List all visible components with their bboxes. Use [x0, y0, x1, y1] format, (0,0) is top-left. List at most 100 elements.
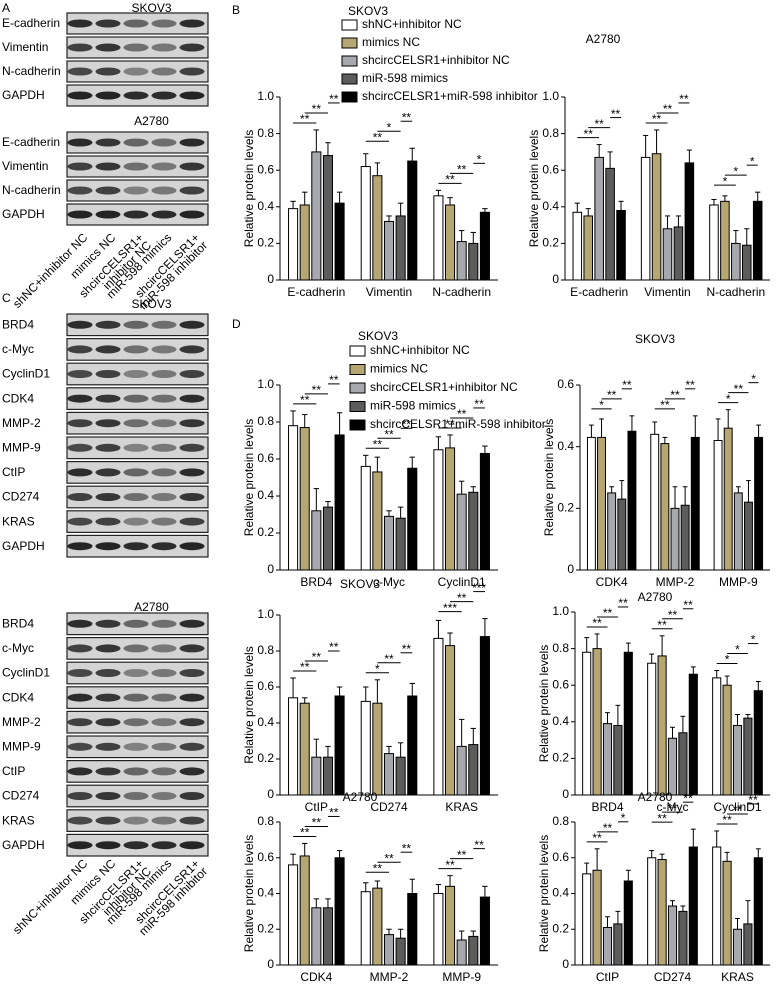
bar	[360, 700, 371, 796]
bar	[712, 846, 722, 966]
x-tick-label: c-Myc	[657, 800, 689, 814]
sig-label: **	[594, 117, 604, 131]
bar	[383, 934, 395, 966]
blot-band	[95, 345, 121, 354]
blot-band	[123, 370, 149, 378]
bar	[372, 471, 383, 571]
y-tick-label: 0.4	[542, 199, 559, 213]
blot-band	[123, 468, 149, 477]
chart-title: SKOV3	[358, 329, 398, 343]
sig-label: **	[402, 417, 412, 431]
legend-label: shcircCELSR1+miR-598 inhibitor	[362, 89, 538, 103]
blot-band	[151, 841, 177, 850]
bar	[684, 162, 695, 281]
chart-title: A2780	[638, 590, 673, 604]
x-tick-label: N-cadherin	[432, 285, 491, 299]
y-tick-label: 0	[267, 562, 274, 576]
blot-row-label: MMP-9	[2, 440, 41, 454]
blot-band	[67, 19, 93, 28]
x-tick-label: CtIP	[305, 800, 328, 814]
bar	[752, 200, 763, 281]
blot-band	[151, 742, 177, 751]
sig-label: **	[592, 616, 602, 630]
blot-band	[95, 816, 121, 825]
bar	[627, 430, 637, 571]
bar	[456, 745, 467, 796]
blot-band	[67, 320, 93, 329]
blot-band	[67, 542, 93, 551]
y-axis-label: Relative protein levels	[242, 130, 256, 247]
blot-band	[95, 67, 121, 76]
sig-label: **	[300, 393, 310, 407]
blot-title: SKOV3	[131, 297, 171, 311]
blot-band	[123, 669, 149, 677]
bar	[334, 434, 345, 571]
blot-band	[179, 468, 205, 477]
bar	[582, 651, 592, 796]
y-tick-label: 0.8	[257, 643, 274, 657]
bar	[651, 153, 662, 281]
blot-band	[151, 493, 177, 501]
chart-title: A2780	[586, 32, 621, 46]
blot-row-label: MMP-2	[2, 416, 41, 430]
bar	[407, 695, 418, 796]
blot-band	[67, 162, 93, 171]
blot-row-label: E-cadherin	[2, 135, 60, 149]
bar	[670, 507, 680, 571]
blot-title: A2780	[134, 114, 169, 128]
sig-label: **	[445, 173, 455, 187]
sig-label: ***	[443, 601, 457, 615]
blot-band	[95, 669, 121, 677]
blot-band	[67, 443, 93, 452]
bar	[688, 673, 698, 796]
bar	[713, 440, 723, 571]
blot-band	[123, 767, 149, 776]
y-axis-label: Relative protein levels	[542, 419, 556, 536]
bar	[709, 204, 719, 281]
blot-row-label: KRAS	[2, 813, 35, 827]
blot-band	[151, 619, 177, 628]
bar	[322, 506, 334, 571]
bar	[712, 677, 722, 796]
bar	[743, 923, 753, 966]
sig-label: **	[373, 437, 383, 451]
legend-label: shcircCELSR1+inhibitor NC	[370, 380, 518, 394]
bar	[395, 517, 406, 571]
sig-label: **	[312, 650, 322, 664]
blot-band	[179, 345, 205, 354]
bar	[468, 491, 479, 571]
blot-band	[179, 186, 205, 195]
bar	[360, 465, 371, 571]
legend-label: shNC+inhibitor NC	[370, 343, 470, 357]
blot-band	[95, 210, 121, 219]
blot-band	[151, 394, 177, 403]
sig-label: **	[300, 112, 310, 126]
bar	[433, 449, 444, 571]
blot-band	[179, 693, 205, 702]
legend-label: mimics NC	[362, 35, 420, 49]
blot-band	[67, 210, 93, 219]
bar	[753, 857, 763, 966]
bar	[594, 156, 604, 281]
blot-band	[67, 186, 93, 195]
bar	[647, 662, 657, 796]
sig-label: **	[603, 821, 613, 835]
y-tick-label: 0.4	[557, 439, 574, 453]
sig-label: **	[748, 793, 758, 807]
x-tick-label: CD274	[370, 800, 408, 814]
x-tick-label: CDK4	[300, 970, 332, 984]
bar	[468, 744, 479, 796]
blot-band	[123, 792, 149, 800]
legend-swatch	[341, 19, 358, 31]
blot-band	[95, 162, 121, 171]
bar	[311, 151, 322, 281]
panel-letter: C	[2, 291, 11, 305]
blot-row-label: CDK4	[2, 391, 34, 405]
blot-band	[67, 468, 93, 477]
bar	[456, 493, 467, 571]
blot-band	[179, 517, 205, 526]
sig-label: **	[457, 591, 467, 605]
y-tick-label: 0.6	[552, 850, 569, 864]
blot-band	[123, 718, 149, 727]
bar	[456, 241, 467, 281]
